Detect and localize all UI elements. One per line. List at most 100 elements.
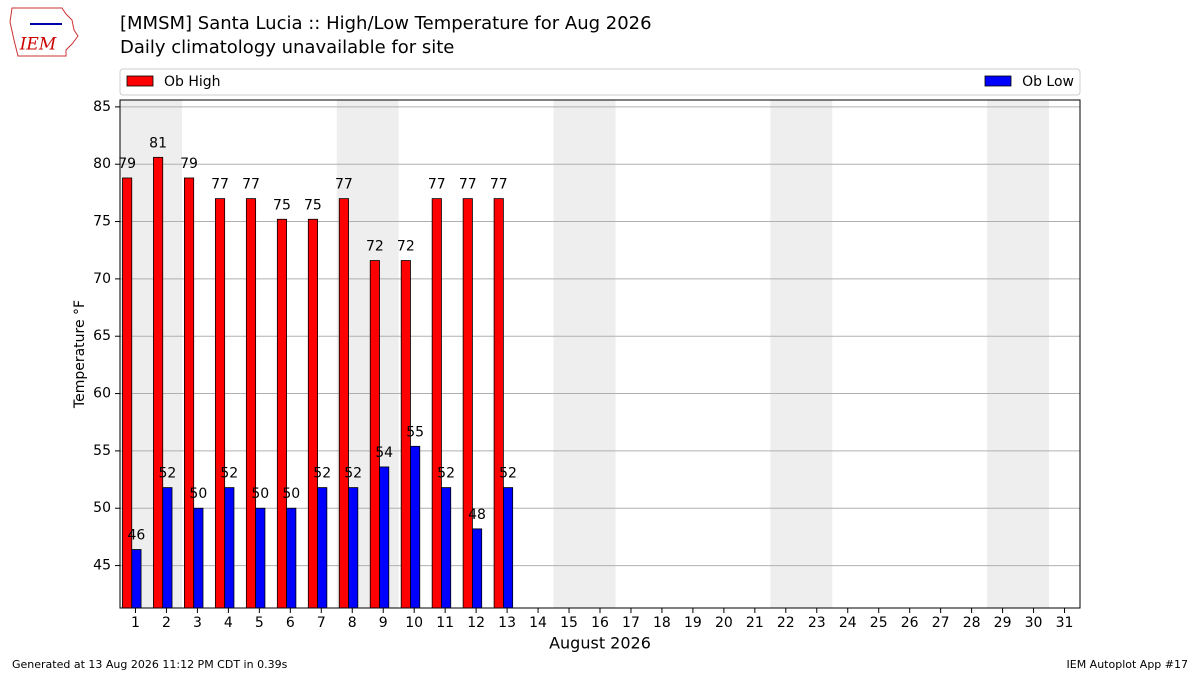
data-label: 50 [251,486,269,502]
x-tick-label: 11 [436,615,454,631]
data-label: 75 [273,197,291,213]
x-tick-label: 19 [684,615,702,631]
y-axis-label: Temperature °F [72,300,88,409]
data-label: 77 [428,177,446,193]
bar [502,487,514,609]
x-tick-label: 13 [498,615,516,631]
data-label: 75 [304,197,322,213]
y-tick-label: 70 [93,271,111,287]
data-label: 48 [468,507,486,523]
data-label: 52 [220,466,238,482]
x-tick-label: 27 [932,615,950,631]
bar [462,198,473,609]
data-label: 46 [127,528,145,544]
x-axis-label: August 2026 [549,634,651,653]
bar [431,198,442,609]
x-tick-label: 18 [653,615,671,631]
logo-text: IEM [19,35,57,55]
x-tick-label: 30 [1025,615,1043,631]
bar [317,487,328,609]
x-tick-label: 8 [348,615,357,631]
data-label: 81 [149,135,167,151]
legend-swatch [126,75,154,87]
data-label: 77 [335,177,353,193]
bar [348,487,359,609]
y-tick-label: 55 [93,443,111,459]
bar [184,177,195,609]
x-tick-label: 2 [162,615,171,631]
data-label: 72 [397,239,415,255]
bar [214,198,226,609]
data-label: 52 [313,466,331,482]
bar [410,445,421,609]
bar [162,487,173,609]
data-label: 55 [406,424,424,440]
y-tick-label: 75 [93,214,111,230]
bar [307,218,318,609]
x-tick-label: 28 [963,615,981,631]
data-label: 50 [282,486,300,502]
x-tick-label: 9 [379,615,388,631]
x-tick-label: 3 [193,615,202,631]
x-tick-label: 20 [715,615,733,631]
x-tick-label: 5 [255,615,264,631]
weekend-shade [770,100,833,608]
weekend-shade [553,100,616,608]
bar [286,507,297,609]
bar [153,156,164,609]
bar [245,198,257,609]
data-label: 72 [366,239,384,255]
chart-title: [MMSM] Santa Lucia :: High/Low Temperatu… [120,13,652,34]
x-tick-label: 26 [901,615,919,631]
y-tick-label: 80 [93,156,111,172]
x-tick-label: 10 [405,615,423,631]
x-tick-label: 12 [467,615,485,631]
bar [193,507,204,609]
bar [224,487,235,609]
data-label: 50 [189,486,207,502]
x-tick-label: 29 [994,615,1012,631]
data-label: 79 [118,156,136,172]
footer-right: IEM Autoplot App #17 [1067,658,1189,671]
data-label: 77 [242,177,260,193]
data-label: 77 [459,177,477,193]
data-label: 79 [180,156,198,172]
x-tick-label: 24 [839,615,857,631]
bar [276,218,288,609]
data-label: 52 [158,466,176,482]
data-label: 77 [211,177,229,193]
legend-swatch [984,75,1012,87]
x-tick-label: 22 [777,615,795,631]
data-label: 52 [437,466,455,482]
legend-label: Ob Low [1022,74,1074,90]
x-tick-label: 25 [870,615,888,631]
bar [338,198,349,609]
legend [119,68,1081,96]
y-tick-label: 65 [93,328,111,344]
x-tick-label: 14 [529,615,547,631]
chart-subtitle: Daily climatology unavailable for site [120,37,454,58]
x-tick-label: 4 [224,615,233,631]
data-label: 54 [375,445,393,461]
legend-label: Ob High [164,74,221,90]
x-tick-label: 6 [286,615,295,631]
bar [472,528,483,609]
data-label: 77 [490,177,508,193]
x-tick-label: 23 [808,615,826,631]
logo: IEM [9,7,79,57]
bar [369,260,380,609]
footer-left: Generated at 13 Aug 2026 11:12 PM CDT in… [12,658,288,671]
x-tick-label: 1 [131,615,140,631]
y-tick-label: 45 [93,558,111,574]
bar [379,466,390,609]
bar [493,198,504,609]
weekend-shade [987,100,1050,608]
bar [255,507,266,609]
y-tick-label: 60 [93,386,111,402]
y-tick-label: 85 [93,99,111,115]
x-tick-label: 21 [746,615,764,631]
x-tick-label: 17 [622,615,640,631]
x-tick-label: 15 [560,615,578,631]
data-label: 52 [344,466,362,482]
